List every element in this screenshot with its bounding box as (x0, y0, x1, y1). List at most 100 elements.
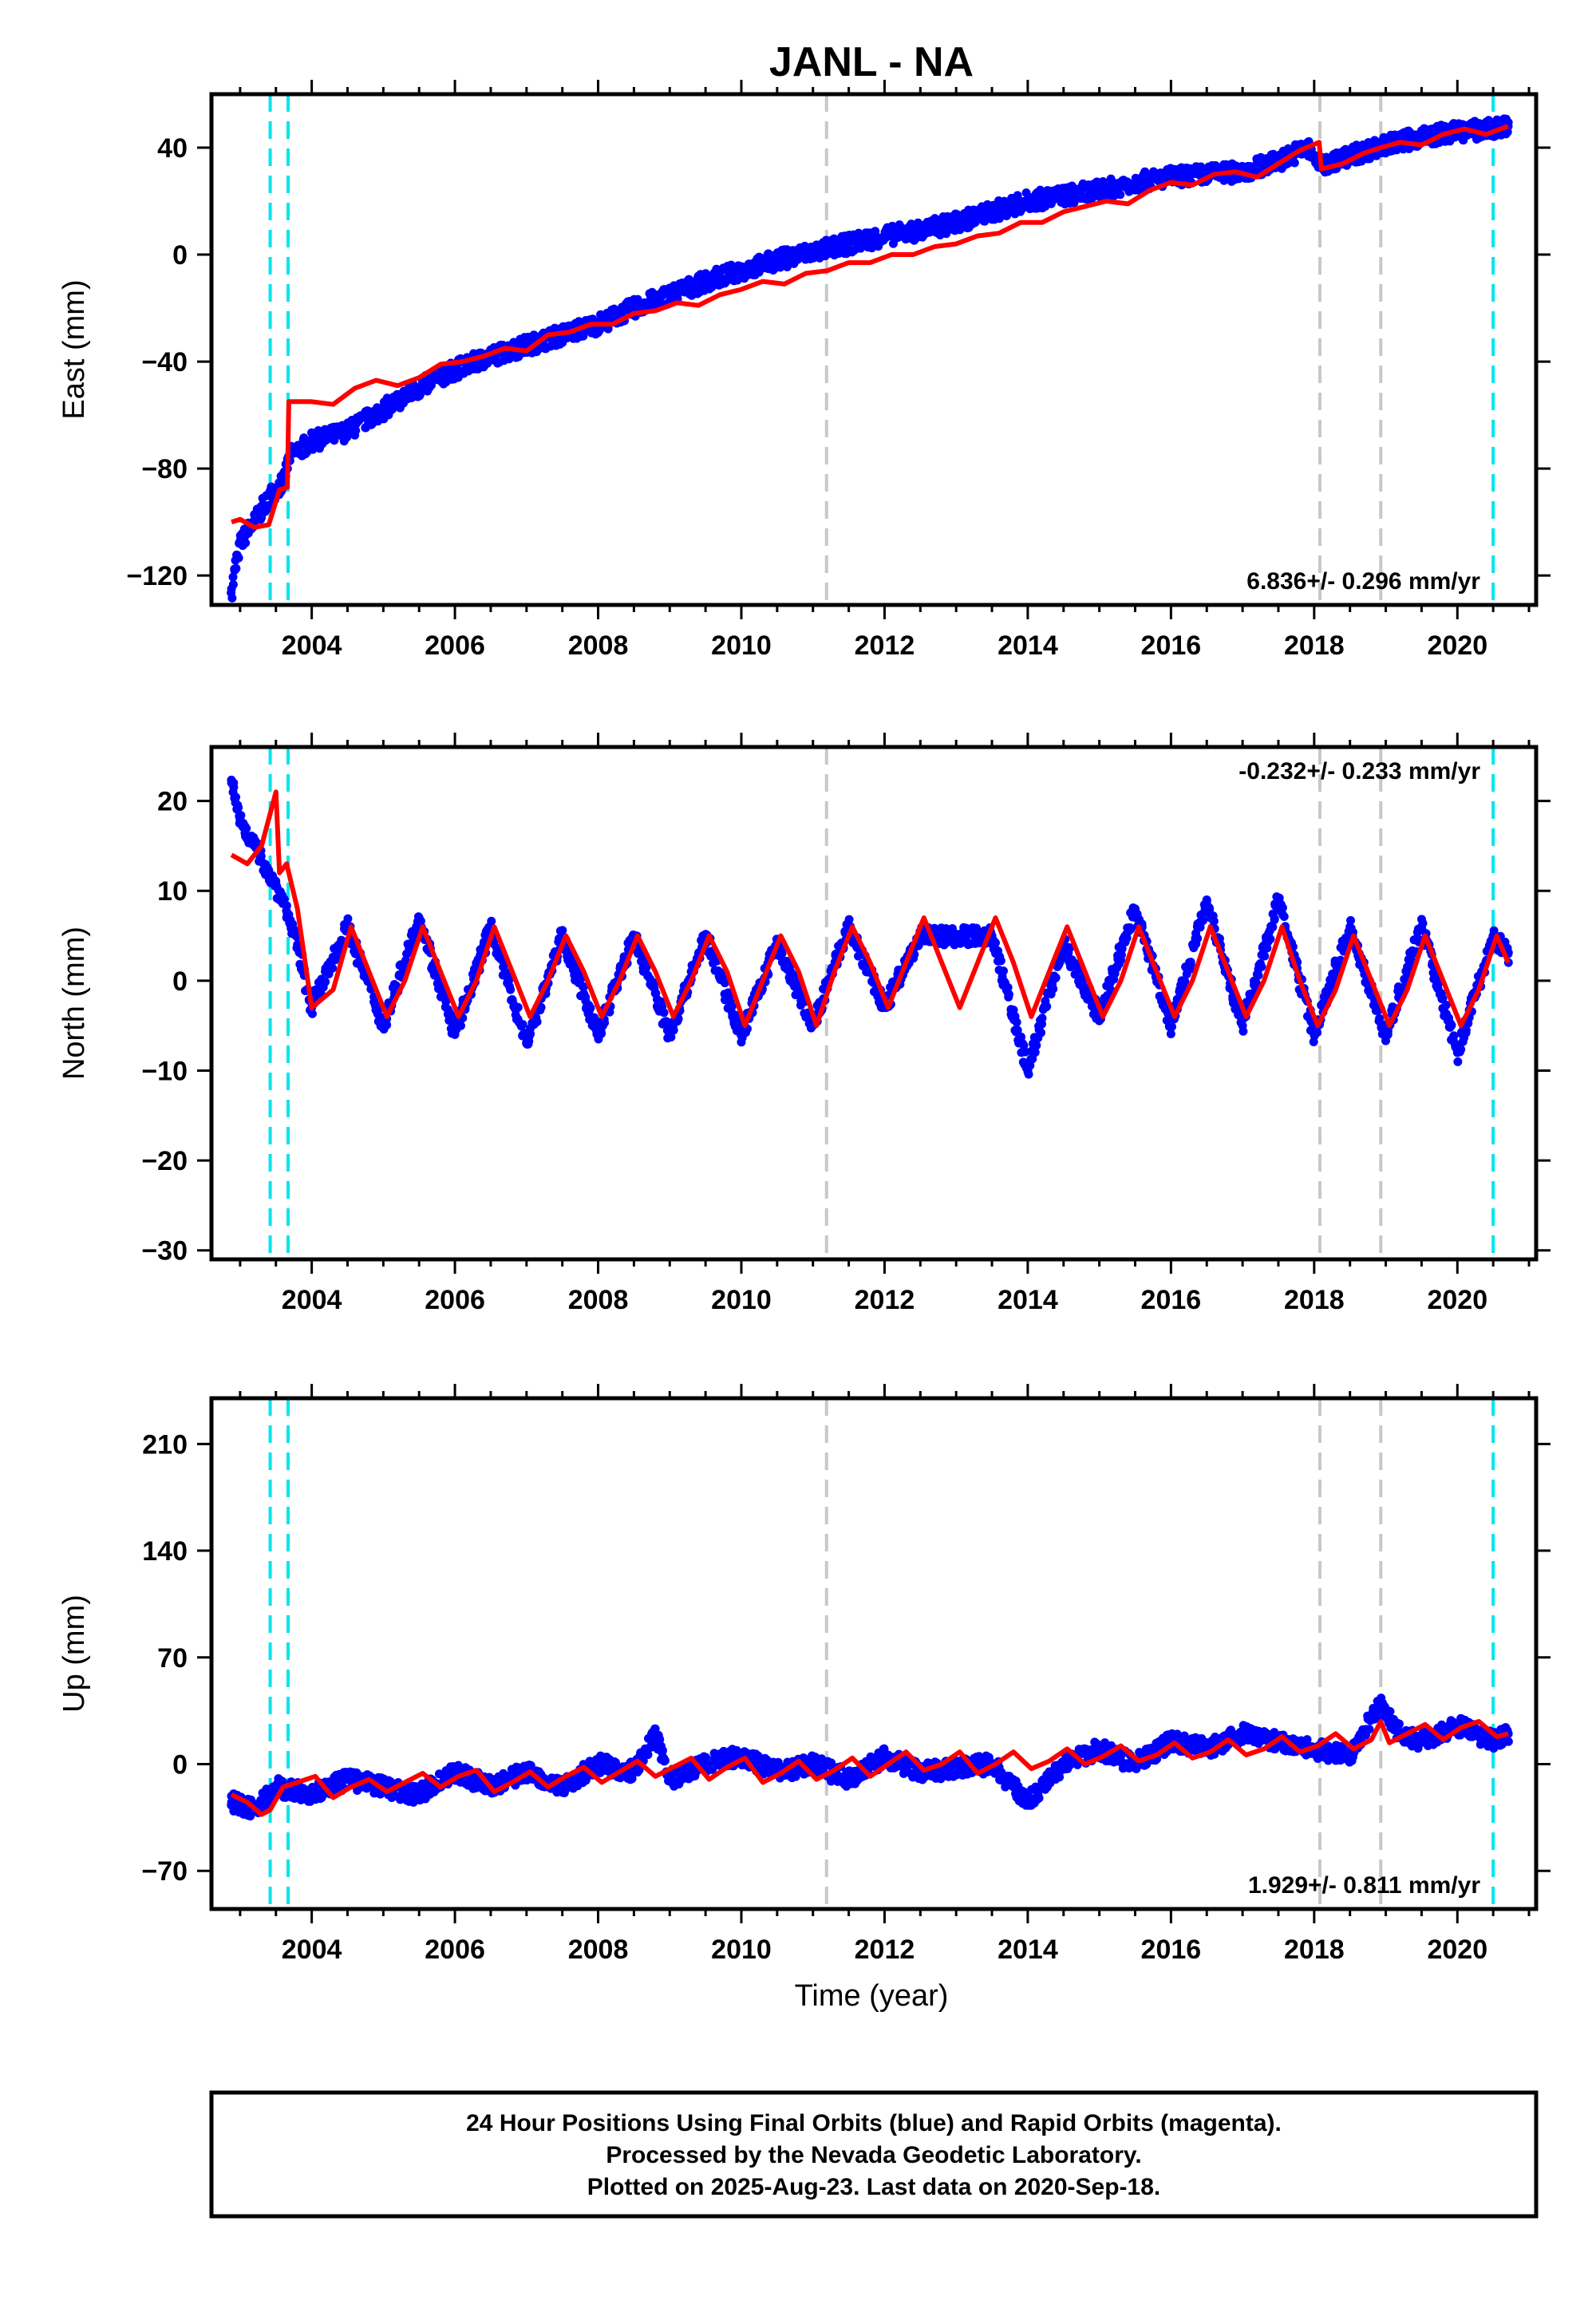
data-point-anchor (808, 247, 818, 257)
data-point-anchor (665, 1030, 674, 1039)
data-point (1013, 191, 1022, 200)
data-point-anchor (414, 913, 424, 923)
data-point-anchor (1416, 132, 1426, 142)
up-panel: 2004 2006 2008 2010 2012 2014 2016 2018 2020−700… (57, 1384, 1551, 1965)
data-point-anchor (250, 841, 259, 851)
data-point (1030, 1048, 1040, 1057)
x-tick-label: 2006 (425, 630, 485, 661)
data-point (1116, 955, 1125, 965)
model-fit-line (230, 789, 1511, 1029)
y-tick-label: 10 (157, 876, 188, 907)
data-point (1279, 912, 1289, 922)
data-point (256, 852, 266, 861)
data-point (1461, 1028, 1471, 1037)
data-point (1375, 1014, 1385, 1023)
data-point-anchor (665, 290, 674, 299)
panel-frame (209, 92, 1539, 607)
data-point (1254, 970, 1263, 980)
data-point-anchor (737, 266, 746, 275)
data-point (1180, 977, 1190, 986)
y-axis-label: North (mm) (57, 927, 91, 1080)
data-point-anchor (1274, 895, 1283, 904)
x-tick-label: 2018 (1284, 630, 1345, 661)
y-tick-label: 0 (172, 240, 188, 271)
data-point (330, 436, 339, 445)
data-point (513, 1002, 523, 1012)
data-point (1041, 1002, 1051, 1012)
data-point (321, 977, 330, 986)
data-point (999, 966, 1009, 976)
data-point (1260, 951, 1270, 961)
data-point-anchor (235, 814, 245, 824)
data-point (446, 1010, 456, 1020)
data-point (660, 1756, 670, 1765)
data-point (343, 914, 353, 923)
data-point (1352, 140, 1361, 150)
data-point (1268, 923, 1278, 932)
data-point-anchor (450, 365, 460, 374)
data-point (1037, 1028, 1046, 1037)
data-point (1209, 916, 1219, 926)
data-point-anchor (293, 940, 302, 950)
data-point-anchor (594, 1030, 603, 1039)
data-point-anchor (1095, 186, 1104, 196)
data-point (1028, 1054, 1037, 1064)
y-tick-label: −80 (141, 454, 188, 484)
panel-frame (209, 745, 1539, 1262)
data-point (1438, 994, 1448, 1003)
data-point (1309, 1037, 1318, 1047)
data-point-anchor (1416, 922, 1426, 931)
data-point (1012, 1018, 1021, 1027)
x-tick-label: 2010 (711, 1285, 772, 1315)
y-tick-label: −20 (141, 1146, 188, 1176)
data-point (228, 572, 238, 582)
data-point (990, 938, 1000, 947)
data-point-anchor (737, 1030, 746, 1039)
data-point-anchor (522, 1039, 531, 1049)
east-panel: 2004 2006 2008 2010 2012 2014 2016 2018 2020−120… (57, 80, 1551, 661)
y-tick-label: −30 (141, 1236, 188, 1267)
data-point-anchor (987, 207, 997, 216)
data-point (659, 1008, 669, 1018)
data-point-anchor (629, 303, 638, 313)
data-point (674, 1014, 683, 1023)
data-point (701, 1753, 711, 1762)
x-tick-label: 2008 (568, 1285, 629, 1315)
data-point-anchor (701, 277, 710, 287)
data-point (1257, 962, 1266, 971)
y-axis-label: East (mm) (57, 279, 91, 419)
data-point-anchor (1166, 1021, 1175, 1030)
data-point-anchor (1059, 191, 1069, 200)
data-point (586, 1003, 595, 1013)
data-point (526, 1030, 535, 1039)
chart-title: JANL - NA (769, 39, 974, 85)
data-point (1447, 1021, 1456, 1030)
data-point (1266, 935, 1275, 944)
data-point (1449, 1031, 1459, 1041)
data-point (1051, 973, 1061, 982)
data-point (643, 1750, 653, 1760)
data-point-anchor (1023, 1065, 1033, 1075)
data-point (231, 563, 241, 573)
x-tick-label: 2020 (1427, 1285, 1487, 1315)
data-point-anchor (342, 426, 352, 436)
data-point-anchor (450, 1030, 460, 1039)
data-point (581, 992, 591, 1002)
x-tick-label: 2004 (282, 630, 342, 661)
data-point (242, 824, 251, 833)
data-point (1195, 923, 1205, 932)
data-point (984, 1753, 994, 1762)
x-tick-label: 2004 (282, 1285, 342, 1315)
x-tick-label: 2016 (1141, 630, 1202, 661)
data-point-anchor (1202, 895, 1211, 904)
data-point (1037, 1014, 1047, 1023)
data-point (1166, 1030, 1175, 1039)
data-point-anchor (951, 218, 961, 227)
data-point-anchor (844, 239, 854, 249)
data-point (518, 1020, 527, 1030)
data-point (1126, 925, 1136, 935)
data-point (536, 1002, 546, 1012)
x-tick-label: 2006 (425, 1285, 485, 1315)
data-point (401, 955, 410, 965)
